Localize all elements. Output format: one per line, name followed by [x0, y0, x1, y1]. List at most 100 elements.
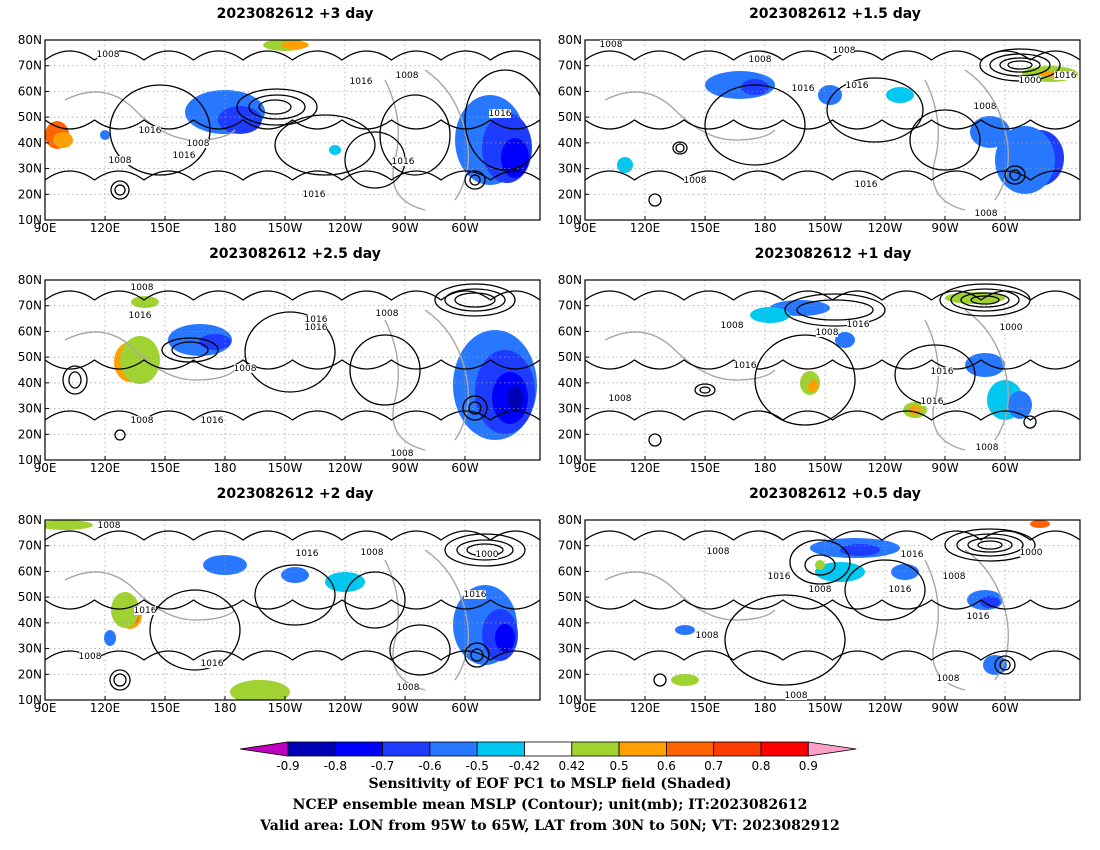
mslp-isobar	[45, 170, 540, 181]
sensitivity-shade	[111, 592, 139, 628]
mslp-contour	[254, 564, 336, 626]
lon-tick-label: 120E	[630, 701, 661, 715]
lat-tick-label: 20N	[558, 427, 582, 441]
lon-tick-label: 60W	[991, 221, 1018, 235]
sensitivity-shade	[886, 87, 914, 103]
isobar-label: 1016	[967, 612, 990, 622]
mslp-contour	[909, 109, 981, 171]
mslp-contour	[469, 174, 481, 186]
colorbar: -0.9 -0.8 -0.7 -0.6 -0.5 -0.42 0.42 0.5 0.6 0.7 0.…	[240, 741, 857, 773]
caption-line-1: Sensitivity of EOF PC1 to MSLP field (Sh…	[368, 776, 732, 792]
lat-tick-label: 60N	[18, 324, 42, 338]
lat-tick-label: 70N	[558, 539, 582, 553]
colorbar-swatch	[476, 741, 525, 757]
isobar-label: 1016	[855, 180, 878, 190]
sensitivity-shade	[45, 520, 93, 530]
isobar-label: 1016	[305, 323, 328, 333]
mslp-isobar	[585, 50, 1080, 61]
lon-tick-label: 150E	[690, 701, 721, 715]
mslp-isobar	[45, 530, 540, 541]
lon-tick-label: 150E	[150, 461, 181, 475]
mslp-contour	[704, 84, 806, 166]
isobar-label: 1008	[397, 683, 420, 693]
lat-tick-label: 70N	[18, 539, 42, 553]
mslp-isobar	[45, 410, 540, 421]
lon-tick-label: 180	[754, 221, 777, 235]
colorbar-tick-label: 0.9	[799, 759, 818, 773]
mslp-contour	[970, 295, 1000, 305]
lon-tick-label: 90W	[931, 221, 958, 235]
lat-tick-label: 50N	[18, 590, 42, 604]
mslp-contour	[274, 114, 376, 176]
sensitivity-shade	[199, 334, 231, 350]
mslp-isobar	[585, 170, 1080, 181]
lat-tick-label: 40N	[18, 136, 42, 150]
colorbar-swatch	[713, 741, 762, 757]
lat-tick-label: 50N	[558, 350, 582, 364]
sensitivity-shade	[891, 564, 919, 580]
mslp-isobar	[585, 119, 1080, 130]
lon-tick-label: 90E	[34, 221, 57, 235]
lat-tick-label: 30N	[558, 402, 582, 416]
colorbar-tick-label: -0.5	[465, 759, 488, 773]
mslp-isobar	[585, 599, 1080, 610]
sensitivity-shade	[750, 307, 790, 323]
isobar-label: 1008	[749, 55, 772, 65]
sensitivity-shade	[1030, 520, 1050, 528]
lat-tick-label: 50N	[18, 110, 42, 124]
colorbar-tick-label: -0.7	[371, 759, 394, 773]
lat-tick-label: 20N	[18, 187, 42, 201]
mslp-contour	[754, 334, 856, 426]
lat-tick-label: 60N	[558, 84, 582, 98]
isobar-label: 1008	[974, 102, 997, 112]
isobar-label: 1016	[139, 126, 162, 136]
sensitivity-shade	[980, 596, 1000, 608]
lat-tick-label: 60N	[18, 84, 42, 98]
lat-tick-label: 20N	[558, 187, 582, 201]
mslp-contour	[68, 371, 82, 389]
isobar-label: 1016	[792, 84, 815, 94]
panel-title-6: 2023082612 +0.5 day	[749, 486, 921, 502]
colorbar-tick-label: 0.7	[704, 759, 723, 773]
panel-frame	[584, 279, 1081, 461]
colorbar-swatch	[618, 741, 667, 757]
lon-tick-label: 180	[754, 701, 777, 715]
lon-tick-label: 90W	[931, 461, 958, 475]
mslp-isobar	[45, 650, 540, 661]
lon-tick-label: 120W	[868, 221, 903, 235]
lon-tick-label: 90E	[34, 461, 57, 475]
mslp-contour	[236, 88, 318, 126]
lat-tick-label: 60N	[18, 564, 42, 578]
lon-tick-label: 150W	[268, 701, 303, 715]
mslp-contour	[653, 673, 667, 687]
isobar-label: 1016	[847, 320, 870, 330]
lat-tick-label: 20N	[18, 427, 42, 441]
isobar-label: 1016	[201, 416, 224, 426]
sensitivity-shade	[329, 145, 341, 155]
isobar-label: 1016	[931, 367, 954, 377]
mslp-contour	[379, 94, 451, 176]
lon-tick-label: 90W	[931, 701, 958, 715]
colorbar-left-arrow	[240, 741, 289, 757]
sensitivity-shade	[808, 380, 818, 392]
mslp-isobar	[585, 530, 1080, 541]
lon-tick-label: 60W	[991, 701, 1018, 715]
colorbar-tick-label: -0.9	[276, 759, 299, 773]
lon-tick-label: 90W	[391, 461, 418, 475]
isobar-label: 1008	[234, 364, 257, 374]
lat-tick-label: 40N	[18, 376, 42, 390]
mslp-contour	[244, 311, 336, 393]
colorbar-tick-label: 0.42	[558, 759, 585, 773]
isobar-label: 1016	[350, 77, 373, 87]
isobar-label: 1008	[376, 309, 399, 319]
colorbar-tick-label: 0.8	[751, 759, 770, 773]
caption-line-2: NCEP ensemble mean MSLP (Contour); unit(…	[292, 797, 808, 813]
isobar-label: 1008	[943, 572, 966, 582]
isobar-label: 1000	[1020, 548, 1043, 558]
lat-tick-label: 30N	[558, 162, 582, 176]
isobar-label: 1008	[109, 156, 132, 166]
